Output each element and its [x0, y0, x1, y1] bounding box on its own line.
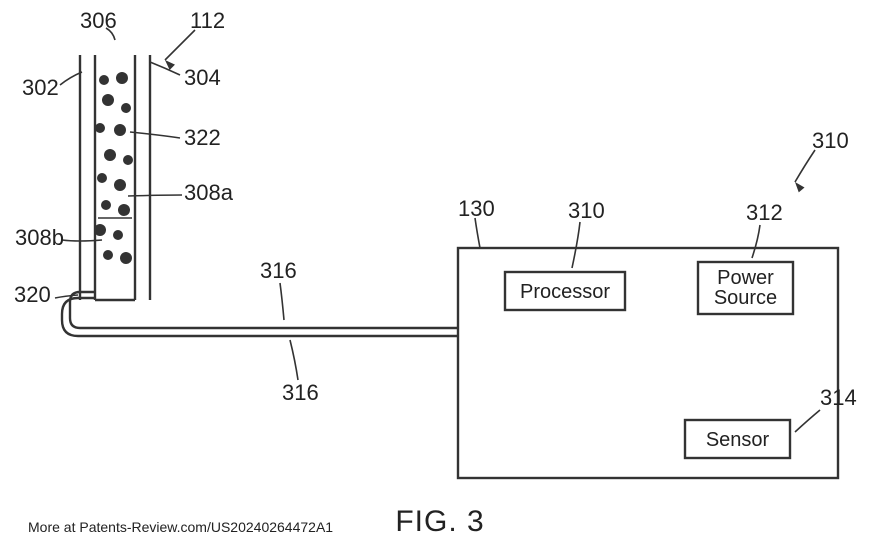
wire-top [70, 292, 458, 328]
particle-dot [94, 224, 106, 236]
particle-dot [104, 149, 116, 161]
leader-l308b [62, 240, 102, 241]
ref-l316a: 316 [260, 258, 297, 283]
wire-bottom [62, 298, 458, 336]
particle-dot [102, 94, 114, 106]
particle-dot [99, 75, 109, 85]
particle-dot [101, 200, 111, 210]
leader-l302 [60, 72, 82, 85]
particle-dot [114, 179, 126, 191]
processor-label: Processor [520, 281, 610, 303]
particle-dot [114, 124, 126, 136]
ref-l312: 312 [746, 200, 783, 225]
footer-text: More at Patents-Review.com/US20240264472… [28, 519, 333, 535]
ref-l316b: 316 [282, 380, 319, 405]
ref-l310a: 310 [568, 198, 605, 223]
particle-dot [120, 252, 132, 264]
particle-dot [97, 173, 107, 183]
leader-l316b [290, 340, 298, 380]
power-label-1: Power [717, 267, 774, 289]
patent-figure: .s { stroke:#333; stroke-width:2.4; fill… [0, 0, 880, 545]
leader-l130 [475, 218, 480, 248]
particle-dot [118, 204, 130, 216]
ref-l112: 112 [190, 8, 225, 33]
particle-dot [103, 250, 113, 260]
particle-dot [123, 155, 133, 165]
particle-dot [113, 230, 123, 240]
ref-l308b: 308b [15, 225, 64, 250]
ref-l306: 306 [80, 8, 117, 33]
ref-l314: 314 [820, 385, 857, 410]
figure-title: FIG. 3 [395, 505, 484, 539]
leader-l310a [572, 222, 580, 268]
sensor-label: Sensor [706, 429, 770, 451]
particle-dot [95, 123, 105, 133]
particle-dot [121, 103, 131, 113]
leader-l314 [795, 410, 820, 432]
ref-l308a: 308a [184, 180, 234, 205]
leader-l304 [150, 62, 180, 75]
ref-l130: 130 [458, 196, 495, 221]
leader-l112 [165, 30, 195, 60]
leader-l310b [795, 150, 815, 182]
ref-l310b: 310 [812, 128, 849, 153]
ref-l322: 322 [184, 125, 221, 150]
leader-l312 [752, 225, 760, 258]
particle-dot [116, 72, 128, 84]
ref-l302: 302 [22, 75, 59, 100]
leader-l322 [130, 132, 180, 138]
control-box [458, 248, 838, 478]
leader-l316a [280, 283, 284, 320]
ref-l304: 304 [184, 65, 221, 90]
ref-l320: 320 [14, 282, 51, 307]
leader-l308a [128, 195, 182, 196]
power-label-2: Source [714, 287, 777, 309]
